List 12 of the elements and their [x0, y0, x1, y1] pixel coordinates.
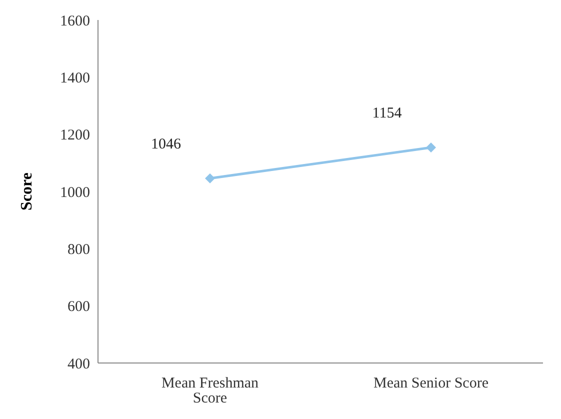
- data-label: 1154: [372, 105, 402, 122]
- data-label: 1046: [151, 136, 182, 152]
- y-tick-label: 600: [68, 299, 90, 316]
- y-tick-label: 1000: [60, 184, 90, 201]
- y-tick-label: 1600: [60, 13, 90, 30]
- y-axis-title: Score: [18, 172, 36, 210]
- x-tick-label: Mean Senior Score: [374, 376, 489, 392]
- y-tick-label: 1400: [60, 70, 90, 86]
- y-tick-label: 800: [68, 242, 90, 258]
- y-tick-label: 400: [68, 356, 90, 372]
- y-tick-label: 1200: [60, 128, 90, 144]
- x-tick-label: Mean Freshman Score: [161, 376, 260, 407]
